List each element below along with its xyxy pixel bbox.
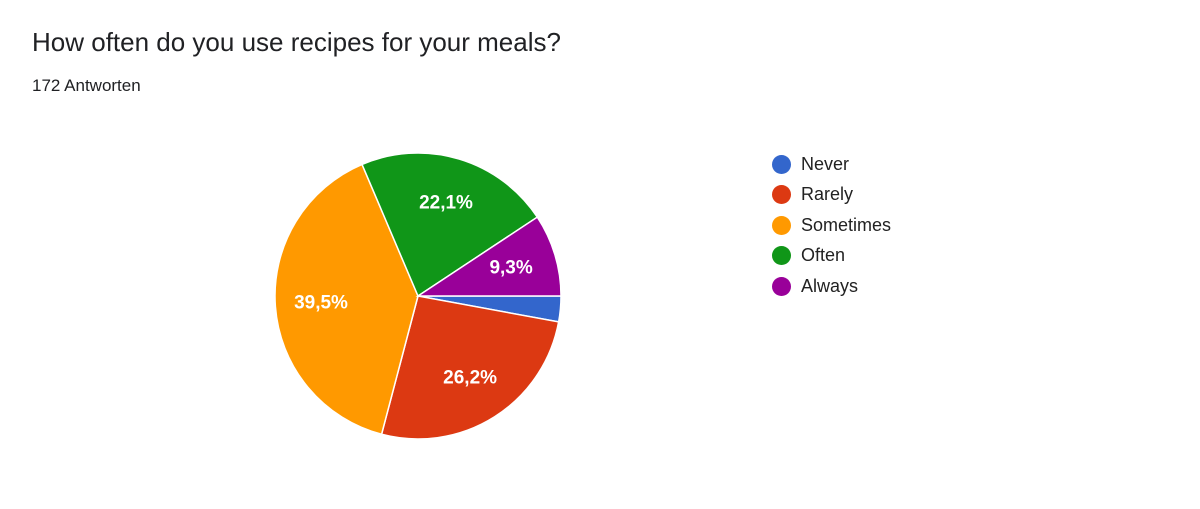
legend-swatch-icon — [772, 246, 791, 266]
legend-item-sometimes[interactable]: Sometimes — [772, 210, 891, 241]
slice-label-often: 22,1% — [419, 192, 473, 213]
pie-slice-often[interactable] — [361, 152, 539, 298]
pie-slice-rarely[interactable] — [380, 295, 560, 440]
legend-item-often[interactable]: Often — [772, 241, 891, 272]
legend-label: Rarely — [801, 184, 854, 205]
slice-label-rarely: 26,2% — [443, 368, 497, 389]
legend-label: Often — [801, 245, 846, 266]
response-count: 172 Antworten — [32, 76, 141, 95]
slice-label-sometimes: 39,5% — [294, 293, 348, 314]
legend-label: Always — [801, 275, 859, 296]
chart-legend: Never Rarely Sometimes Often Always — [772, 149, 891, 302]
legend-label: Sometimes — [801, 214, 892, 235]
legend-swatch-icon — [772, 185, 791, 205]
pie-slice-sometimes[interactable] — [274, 163, 419, 436]
pie-slice-labels: 26,2% 39,5% 22,1% 9,3% — [294, 192, 533, 388]
pie-slices — [274, 152, 562, 440]
legend-label: Never — [801, 153, 850, 174]
chart-title: How often do you use recipes for your me… — [32, 27, 561, 57]
legend-item-always[interactable]: Always — [772, 271, 891, 302]
legend-swatch-icon — [772, 215, 791, 235]
slice-label-always: 9,3% — [489, 257, 532, 278]
legend-item-rarely[interactable]: Rarely — [772, 180, 891, 211]
legend-item-never[interactable]: Never — [772, 149, 891, 180]
pie-slice-always[interactable] — [415, 216, 562, 297]
legend-swatch-icon — [772, 276, 791, 296]
legend-swatch-icon — [772, 154, 791, 174]
